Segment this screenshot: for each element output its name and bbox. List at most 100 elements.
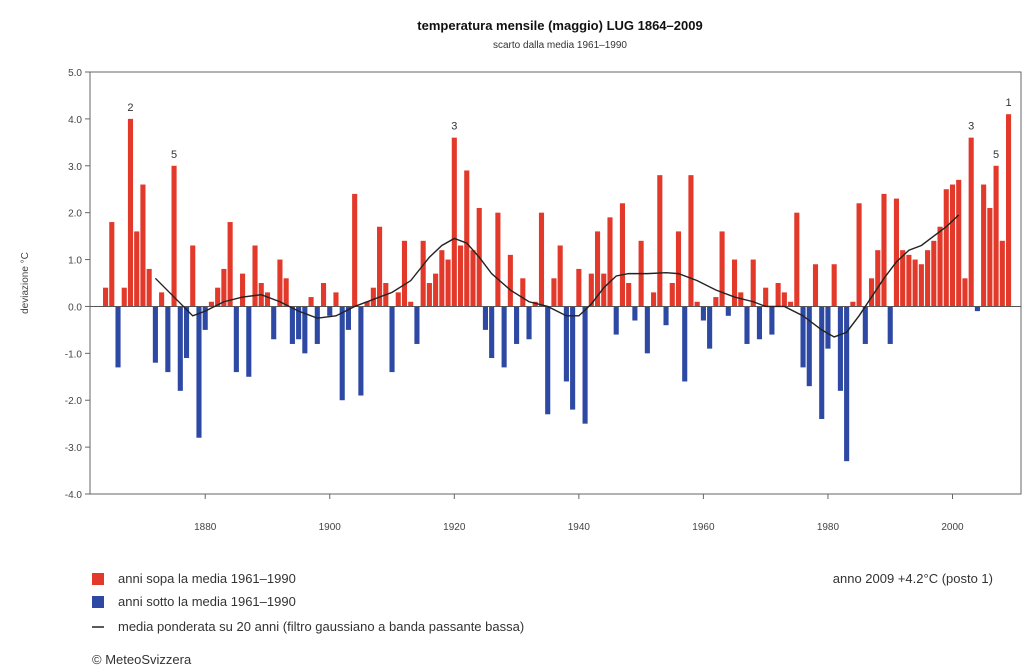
bar-1913 <box>408 301 414 307</box>
y-tick-label: -4.0 <box>65 490 83 501</box>
bar-1912 <box>401 240 408 307</box>
x-tick-label: 1900 <box>319 522 342 533</box>
bar-1968 <box>750 259 756 307</box>
bar-2003 <box>968 137 974 307</box>
bar-1982 <box>837 306 843 391</box>
bar-1994 <box>912 259 918 307</box>
chart-title: temperatura mensile (maggio) LUG 1864–20… <box>417 18 702 33</box>
legend: anni sopa la media 1961–1990 anni sotto … <box>92 571 524 634</box>
bar-2009 <box>1005 114 1012 307</box>
bar-1955 <box>669 283 675 307</box>
rank-label-2007: 5 <box>993 149 999 161</box>
bar-1934 <box>538 212 545 307</box>
bar-1946 <box>613 306 619 335</box>
bar-1940 <box>576 268 582 307</box>
bar-1865 <box>109 222 115 307</box>
bar-1991 <box>893 198 900 307</box>
x-tick-label: 1880 <box>194 522 217 533</box>
bar-1931 <box>520 278 526 307</box>
bar-1871 <box>146 268 152 307</box>
bar-1868 <box>127 118 134 307</box>
legend-label-smooth: media ponderata su 20 anni (filtro gauss… <box>118 619 524 634</box>
bar-1971 <box>769 306 775 335</box>
smoothed-line <box>154 214 960 338</box>
bar-1891 <box>271 306 277 340</box>
bar-1867 <box>121 287 127 307</box>
y-axis-label: deviazione °C <box>20 252 31 314</box>
bar-1908 <box>377 226 383 307</box>
bar-1961 <box>707 306 713 349</box>
bar-1976 <box>800 306 806 368</box>
bar-1872 <box>152 306 158 363</box>
x-tick-label: 2000 <box>941 522 964 533</box>
y-tick-label: 1.0 <box>68 256 82 267</box>
bar-1896 <box>302 306 308 354</box>
bar-1907 <box>370 287 376 307</box>
bar-1877 <box>183 306 190 359</box>
bar-1984 <box>850 301 856 307</box>
bar-1945 <box>607 217 613 307</box>
bar-1989 <box>881 193 887 307</box>
bar-1941 <box>582 306 588 424</box>
bar-1990 <box>887 306 893 344</box>
y-tick-label: -1.0 <box>65 349 83 360</box>
year-note: anno 2009 +4.2°C (posto 1) <box>833 571 993 586</box>
bar-1899 <box>320 283 327 307</box>
bar-1935 <box>545 306 551 415</box>
bar-1925 <box>482 306 488 330</box>
bar-2008 <box>999 240 1005 307</box>
bar-1963 <box>719 231 725 307</box>
bar-1876 <box>177 306 183 391</box>
bar-2005 <box>981 184 987 307</box>
bar-1873 <box>159 292 165 307</box>
bar-1970 <box>763 287 769 307</box>
rank-label-2009: 1 <box>1005 97 1011 109</box>
legend-label-below: anni sotto la media 1961–1990 <box>118 594 296 609</box>
bar-1949 <box>632 306 638 321</box>
bar-1898 <box>314 306 320 344</box>
bar-1954 <box>663 306 669 326</box>
y-tick-label: 0.0 <box>68 302 82 313</box>
chart-subtitle: scarto dalla media 1961–1990 <box>493 40 627 51</box>
bar-1927 <box>495 212 501 307</box>
bar-1874 <box>165 306 171 373</box>
bar-1870 <box>140 184 146 307</box>
bar-1917 <box>433 273 439 307</box>
bar-1914 <box>414 306 420 344</box>
bar-1952 <box>651 292 657 307</box>
bar-1999 <box>943 189 949 307</box>
bar-1930 <box>514 306 520 344</box>
bar-1897 <box>308 297 314 307</box>
bar-1905 <box>358 306 364 396</box>
y-tick-label: 2.0 <box>68 209 82 220</box>
y-axis: 5.0 4.0 3.0 2.0 1.0 0.0 -1.0 -2.0 -3.0 -4.0 <box>65 68 90 501</box>
bar-1906 <box>364 301 370 307</box>
bar-1887 <box>246 306 252 377</box>
bar-1937 <box>557 245 563 307</box>
bar-1902 <box>339 306 345 401</box>
bar-1938 <box>563 306 569 382</box>
credit: © MeteoSvizzera <box>92 652 192 667</box>
bar-1951 <box>644 306 650 354</box>
bar-1923 <box>470 250 476 307</box>
bar-1988 <box>875 250 881 307</box>
bar-1957 <box>682 306 688 382</box>
bar-1980 <box>825 306 831 349</box>
bar-1959 <box>694 301 700 307</box>
bar-1926 <box>489 306 495 359</box>
bar-1928 <box>501 306 507 368</box>
bar-1972 <box>775 283 781 307</box>
rank-label-1920: 3 <box>451 121 457 133</box>
bar-1880 <box>202 306 208 330</box>
bar-1883 <box>221 268 227 307</box>
x-tick-label: 1940 <box>568 522 591 533</box>
x-tick-label: 1960 <box>692 522 715 533</box>
bar-1966 <box>738 292 744 307</box>
rank-label-2003: 3 <box>968 121 974 133</box>
rank-label-1868: 2 <box>127 102 133 114</box>
bar-1993 <box>906 254 912 307</box>
bar-1885 <box>233 306 239 373</box>
bar-1948 <box>626 283 632 307</box>
bar-1916 <box>426 283 432 307</box>
